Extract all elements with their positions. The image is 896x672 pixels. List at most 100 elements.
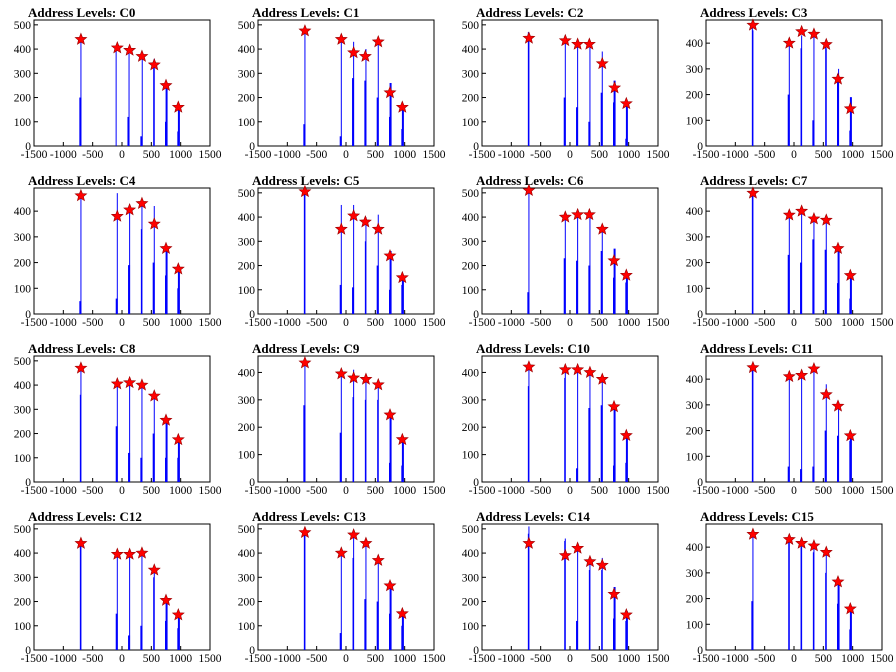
x-tick-label: 0 — [791, 317, 797, 329]
x-tick-label: 0 — [791, 653, 797, 665]
y-tick-label: 300 — [238, 68, 256, 80]
peak-marker — [171, 100, 185, 113]
x-tick-label: -1000 — [50, 653, 77, 665]
x-tick-label: 500 — [367, 317, 385, 329]
peak-marker — [123, 43, 137, 56]
x-tick-label: 0 — [119, 653, 125, 665]
y-tick-label: 100 — [238, 117, 256, 129]
peak-marker — [571, 362, 585, 376]
x-tick-label: -500 — [754, 653, 775, 665]
x-tick-label: 1500 — [871, 149, 894, 161]
peak-marker — [558, 548, 572, 562]
peak-marker — [558, 362, 572, 376]
peak-marker — [358, 215, 372, 228]
x-tick-label: -1000 — [50, 485, 77, 497]
plot-frame — [705, 19, 883, 147]
y-tick-label: 400 — [686, 374, 704, 386]
peak-marker — [147, 217, 161, 230]
x-tick-label: 1500 — [871, 485, 894, 497]
chart-plot: 0 100 200 300 400 500 -1500 -1000 -500 0 500 1000 15… — [14, 355, 222, 497]
y-tick-label: 0 — [473, 309, 479, 321]
chart-plot: 0 100 200 300 400 -1500 -1000 -500 0 500 1000 1500 — [238, 355, 446, 497]
x-tick-label: 0 — [119, 149, 125, 161]
y-tick-label: 500 — [238, 524, 256, 536]
chart-panel: 0 100 200 300 400 500 -1500 -1000 -500 0 500 1000 15… — [448, 504, 672, 672]
y-tick-label: 100 — [462, 285, 480, 297]
chart-panel: 0 100 200 300 400 -1500 -1000 -500 0 500 1000 1500 A… — [672, 0, 896, 168]
plot-frame — [33, 355, 211, 483]
peak-marker — [831, 399, 845, 412]
x-tick-label: 1000 — [841, 149, 864, 161]
x-tick-label: 1500 — [423, 149, 446, 161]
chart-plot: 0 100 200 300 400 -1500 -1000 -500 0 500 1000 1500 — [462, 355, 670, 497]
peak-marker — [595, 222, 609, 235]
y-tick-label: 300 — [462, 395, 480, 407]
peak-marker — [795, 368, 809, 381]
y-tick-label: 0 — [697, 309, 703, 321]
x-tick-label: -1000 — [274, 653, 301, 665]
x-tick-label: 500 — [815, 149, 833, 161]
plot-frame — [257, 187, 435, 315]
peak-marker — [819, 37, 833, 50]
chart-plot: 0 100 200 300 400 500 -1500 -1000 -500 0 500 1000 15… — [462, 183, 670, 329]
x-tick-label: 0 — [567, 485, 573, 497]
x-tick-label: -1500 — [245, 149, 272, 161]
y-tick-label: 0 — [473, 141, 479, 153]
x-tick-label: -500 — [82, 149, 103, 161]
x-tick-label: 1500 — [199, 653, 222, 665]
x-tick-label: 1000 — [393, 149, 416, 161]
peak-marker — [74, 32, 88, 45]
peak-marker — [135, 378, 149, 391]
x-tick-label: 0 — [343, 317, 349, 329]
peak-marker — [782, 208, 796, 221]
plot-frame — [257, 355, 435, 483]
peak-marker — [110, 547, 124, 560]
x-tick-label: 1000 — [169, 653, 192, 665]
y-tick-label: 100 — [14, 117, 32, 129]
peak-marker — [582, 37, 596, 50]
peak-marker — [522, 360, 536, 373]
peak-marker — [583, 365, 597, 378]
y-tick-label: 0 — [25, 309, 31, 321]
y-tick-label: 200 — [14, 597, 32, 609]
peak-marker — [159, 78, 173, 91]
chart-title: Address Levels: C7 — [700, 173, 808, 188]
peak-marker — [395, 270, 409, 284]
y-tick-label: 200 — [462, 597, 480, 609]
x-tick-label: 500 — [143, 317, 161, 329]
x-tick-label: -1000 — [274, 317, 301, 329]
y-tick-label: 100 — [462, 450, 480, 462]
peak-marker — [619, 428, 633, 441]
y-tick-label: 100 — [238, 285, 256, 297]
peak-marker — [74, 361, 88, 374]
x-tick-label: -1000 — [50, 317, 77, 329]
peak-marker — [383, 408, 397, 421]
peak-marker — [571, 207, 585, 221]
plot-frame — [257, 19, 435, 147]
peak-marker — [843, 268, 857, 281]
x-tick-label: -1000 — [722, 149, 749, 161]
x-tick-label: -1000 — [498, 653, 525, 665]
peak-marker — [171, 608, 185, 621]
x-tick-label: -1000 — [498, 317, 525, 329]
plot-frame — [481, 523, 659, 651]
y-tick-label: 400 — [462, 367, 480, 379]
plot-frame — [33, 523, 211, 651]
peak-marker — [359, 536, 373, 549]
chart-plot: 0 100 200 300 400 -1500 -1000 -500 0 500 1000 1500 — [686, 18, 894, 161]
peak-marker — [795, 204, 809, 217]
x-tick-label: -1500 — [21, 149, 48, 161]
y-tick-label: 300 — [238, 572, 256, 584]
peak-marker — [383, 85, 397, 99]
chart-panel: 0 100 200 300 400 500 -1500 -1000 -500 0 500 1000 15… — [448, 0, 672, 168]
peak-marker — [358, 49, 372, 62]
x-tick-label: -500 — [82, 317, 103, 329]
chart-title: Address Levels: C15 — [700, 509, 814, 524]
plot-frame — [257, 523, 435, 651]
chart-title: Address Levels: C10 — [476, 341, 590, 356]
y-tick-label: 400 — [14, 44, 32, 56]
y-tick-label: 100 — [14, 453, 32, 465]
peak-marker — [383, 578, 397, 592]
peak-marker — [298, 356, 312, 369]
x-tick-label: -1500 — [469, 317, 496, 329]
